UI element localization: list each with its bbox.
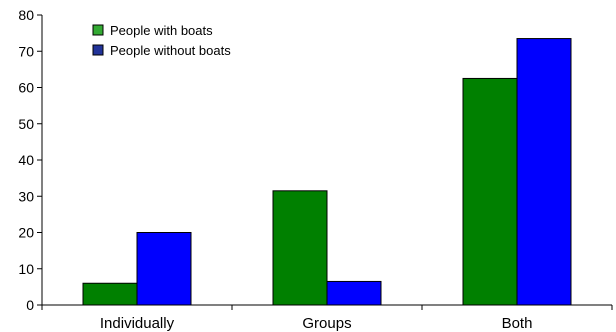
legend-label-people-without-boats: People without boats: [110, 43, 231, 58]
y-tick-label: 50: [18, 116, 34, 132]
bar-both-without-boats: [516, 38, 572, 306]
x-tick-label-individually: Individually: [100, 315, 175, 332]
y-tick-label: 80: [18, 7, 34, 23]
y-tick-label: 0: [26, 297, 34, 313]
legend-swatch-people-without-boats: [92, 44, 104, 56]
y-tick-label: 40: [18, 152, 34, 168]
y-tick-label: 30: [18, 188, 34, 204]
x-tick-label-groups: Groups: [302, 315, 351, 332]
legend-label-people-with-boats: People with boats: [110, 23, 213, 38]
x-tick-label-both: Both: [502, 315, 533, 332]
bar-both-with-boats: [462, 77, 518, 306]
bar-groups-with-boats: [272, 190, 328, 306]
legend-swatch-people-with-boats: [92, 24, 104, 36]
legend: People with boats People without boats: [92, 23, 231, 58]
bar-individually-without-boats: [136, 232, 192, 306]
x-axis: Individually Groups Both: [41, 304, 613, 332]
bar-individually-with-boats: [82, 282, 138, 306]
y-tick-label: 60: [18, 80, 34, 96]
y-tick-label: 10: [18, 261, 34, 277]
bar-groups-without-boats: [326, 280, 382, 306]
y-axis: 0 10 20 30 40 50 60 70 80: [18, 7, 43, 313]
y-tick-label: 70: [18, 43, 34, 59]
y-tick-label: 20: [18, 225, 34, 241]
bars-group: [82, 38, 572, 306]
